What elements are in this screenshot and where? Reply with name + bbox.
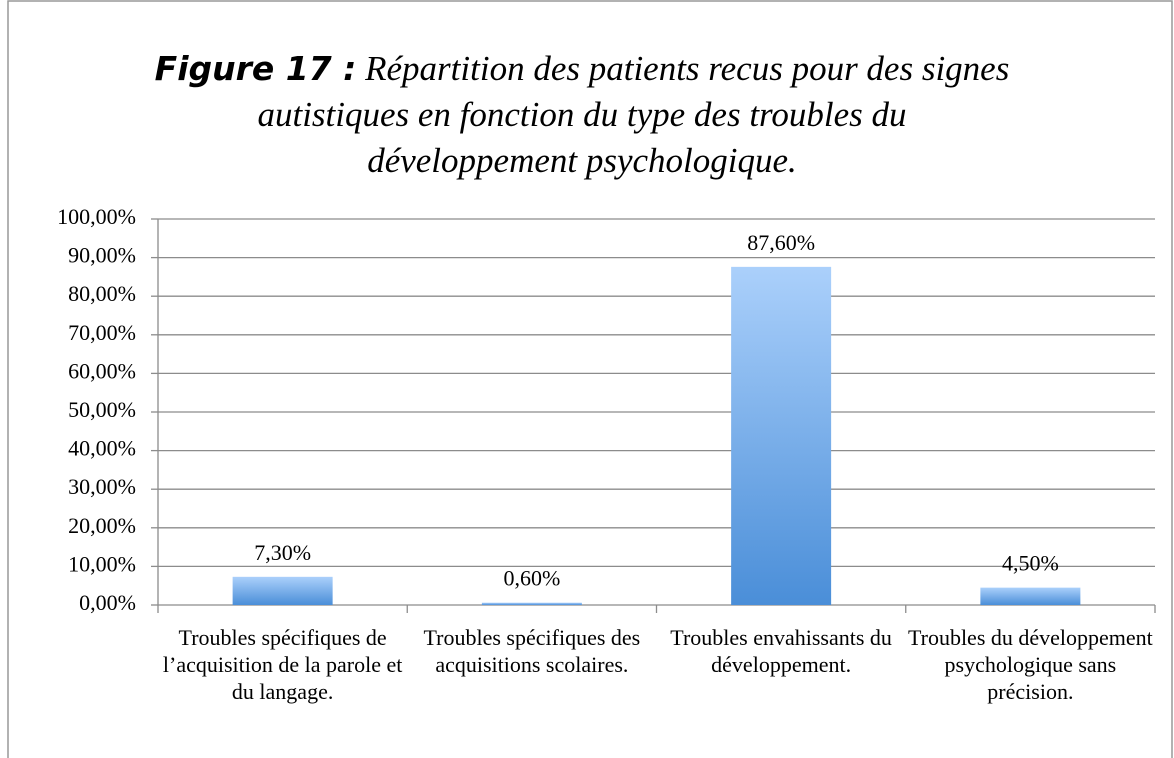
bar bbox=[980, 587, 1081, 605]
y-tick-label: 100,00% bbox=[57, 204, 136, 229]
bar bbox=[232, 576, 333, 605]
title-label: Figure 17 : bbox=[154, 49, 357, 88]
y-tick-label: 70,00% bbox=[68, 320, 136, 345]
data-label: 0,60% bbox=[503, 566, 560, 591]
y-tick-label: 90,00% bbox=[68, 243, 136, 268]
y-tick-label: 50,00% bbox=[68, 397, 136, 422]
x-tick-label: Troubles spécifiques des acquisitions sc… bbox=[423, 625, 641, 677]
data-label: 7,30% bbox=[254, 540, 311, 565]
y-tick-label: 10,00% bbox=[68, 551, 136, 576]
data-label: 4,50% bbox=[1002, 551, 1059, 576]
y-tick-label: 30,00% bbox=[68, 474, 136, 499]
x-tick-label: Troubles envahissants du développement. bbox=[670, 625, 892, 677]
title-text: Répartition des patients recus pour des … bbox=[257, 49, 1010, 180]
data-label: 87,60% bbox=[747, 230, 815, 255]
y-tick-label: 60,00% bbox=[68, 358, 136, 383]
y-tick-label: 40,00% bbox=[68, 436, 136, 461]
bar bbox=[731, 266, 832, 605]
y-tick-label: 20,00% bbox=[68, 513, 136, 538]
frame bbox=[7, 0, 1173, 758]
y-tick-label: 0,00% bbox=[79, 590, 136, 615]
x-tick-label: Troubles spécifiques de l’acquisition de… bbox=[162, 625, 403, 704]
chart-title: Figure 17 : Répartition des patients rec… bbox=[150, 46, 1014, 184]
bar bbox=[481, 602, 582, 605]
x-tick-label: Troubles du développement psychologique … bbox=[907, 625, 1153, 704]
y-tick-label: 80,00% bbox=[68, 281, 136, 306]
